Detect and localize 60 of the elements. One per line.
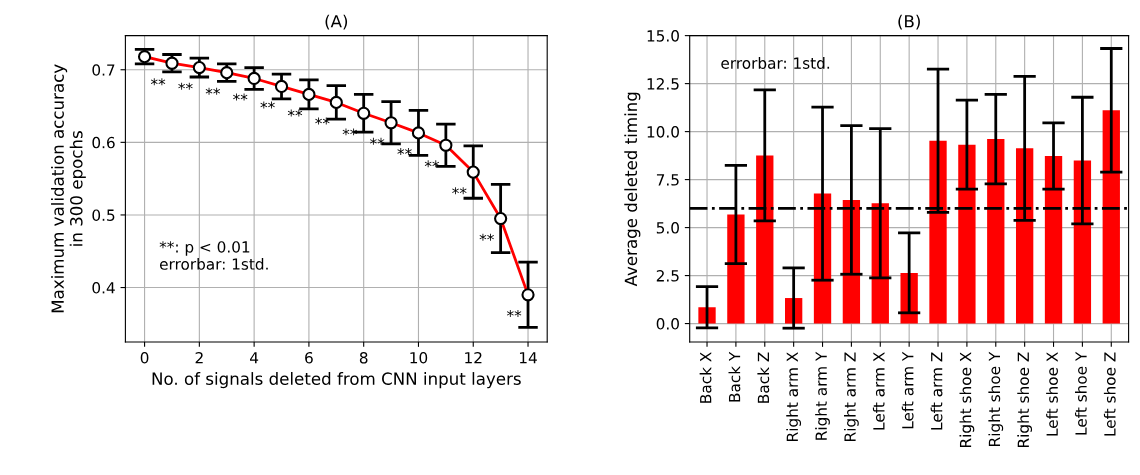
y-axis-title: Maximum validation accuracy in 300 epochs [51,64,86,313]
x-tick-label: Left arm X [872,352,885,430]
y-axis-title: Average deleted timing [624,92,641,287]
bar [958,144,976,324]
y-tick-label: 0.5 [92,209,115,221]
x-tick-label: 10 [410,351,428,364]
x-tick-label: Left shoe X [1046,352,1058,436]
x-tick-label: 4 [250,352,259,364]
x-tick-label: 2 [195,351,203,364]
annotation: ** [452,187,467,195]
y-tick-label: 5.0 [656,222,679,234]
x-tick-label: Right arm Y [815,351,830,440]
x-tick-label: Back Y [728,351,741,402]
annotation: ** [205,87,221,95]
chart-title: (A) [325,14,348,30]
annotation: ** [479,233,494,241]
x-tick-label: Right arm X [786,352,802,441]
annotation: ** [315,117,330,125]
y-tick-label: 0.6 [92,136,115,149]
x-axis-title: No. of signals deleted from CNN input layers [152,372,521,389]
y-tick-label: 12.5 [647,78,679,90]
y-tick-label: 0.7 [92,64,115,76]
annotation: ** [178,82,193,90]
y-tick-label: 10.0 [647,126,679,138]
x-tick-label: Left shoe Y [1075,351,1087,435]
y-tick-label: 2.5 [656,270,679,282]
annotation: ** [233,93,248,101]
bar [727,214,745,324]
annotation: ** [397,148,412,155]
annotation: ** [287,109,303,117]
x-tick-label: Left arm Y [901,351,914,429]
chart-title: (B) [898,14,920,30]
annotation: **: p < 0.01 errorbar: 1std. [159,241,268,270]
y-tick-label: 0.0 [656,318,679,330]
x-tick-label: Right shoe Z [1017,352,1033,448]
x-tick-label: Right shoe X [959,352,975,448]
x-tick-label: 14 [519,352,537,364]
bar [929,140,947,324]
x-tick-label: Right shoe Y [988,351,1004,446]
x-tick-label: Back X [699,352,712,403]
annotation: ** [424,160,440,168]
x-tick-label: 0 [140,351,149,364]
y-tick-label: 0.4 [92,282,115,294]
x-tick-label: Right arm Z [844,352,859,441]
annotation: ** [506,309,522,317]
annotation: ** [150,78,166,86]
annotation: ** [370,137,385,145]
annotation: ** [260,101,275,109]
bar [987,139,1005,324]
x-tick-label: 8 [359,351,368,364]
bar [1044,155,1063,324]
x-tick-label: 12 [465,351,482,364]
y-tick-label: 15.0 [647,30,679,42]
x-tick-label: Left arm Z [930,352,943,430]
y-tick-label: 7.5 [656,174,679,186]
annotation: errorbar: 1std. [721,57,830,69]
x-tick-label: Left shoe Z [1103,352,1116,436]
x-tick-label: Back Z [757,352,770,403]
x-tick-label: 6 [305,351,313,364]
bar [1102,110,1120,324]
